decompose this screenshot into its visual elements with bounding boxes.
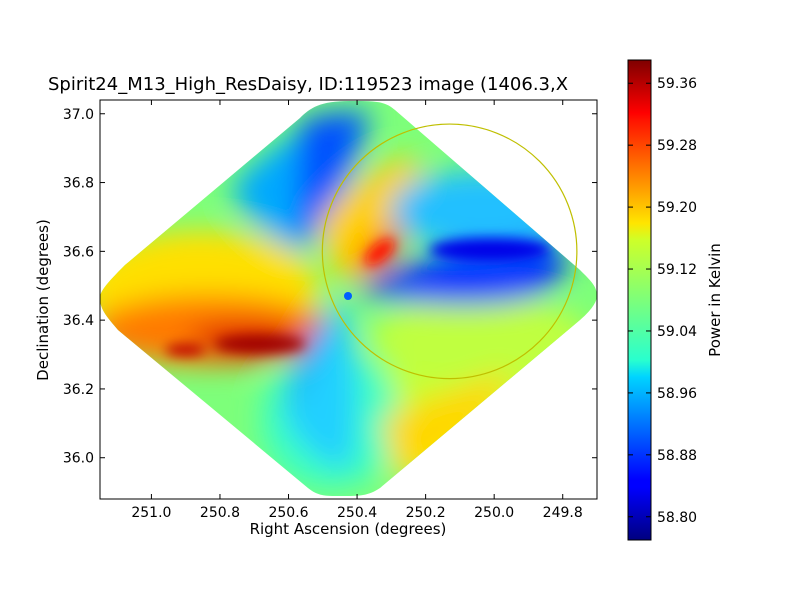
y-tick-label: 37.0 xyxy=(63,107,94,123)
heatmap xyxy=(100,101,597,496)
x-tick-label: 251.0 xyxy=(131,505,171,521)
colorbar-tick-label: 59.12 xyxy=(657,262,697,278)
colorbar-tick-label: 59.28 xyxy=(657,138,697,154)
circle-overlay xyxy=(321,123,578,380)
y-tick-label: 36.6 xyxy=(63,244,94,260)
y-tick-label: 36.8 xyxy=(63,176,94,192)
y-tick-label: 36.2 xyxy=(63,382,94,398)
x-tick-label: 250.2 xyxy=(406,505,446,521)
x-tick-label: 250.8 xyxy=(200,505,240,521)
colorbar-tick-label: 58.96 xyxy=(657,386,697,402)
y-tick-label: 36.4 xyxy=(63,313,94,329)
y-tick-label: 36.0 xyxy=(63,451,94,467)
x-tick-label: 250.0 xyxy=(474,505,514,521)
colorbar-axis: 58.80 58.88 58.96 59.04 59.12 59.20 59.28 59.36 xyxy=(628,76,697,526)
colorbar-tick-label: 58.80 xyxy=(657,510,697,526)
y-axis: 36.0 36.2 36.4 36.6 36.8 37.0 xyxy=(63,107,597,467)
x-tick-label: 250.4 xyxy=(337,505,377,521)
plot-frame xyxy=(99,99,598,500)
x-axis: 251.0 250.8 250.6 250.4 250.2 250.0 249.8 xyxy=(131,100,583,521)
colorbar-label: Power in Kelvin xyxy=(706,243,724,357)
colorbar-tick-label: 59.04 xyxy=(657,324,697,340)
x-tick-label: 250.6 xyxy=(268,505,308,521)
colorbar-tick-label: 59.36 xyxy=(657,76,697,92)
x-axis-label: Right Ascension (degrees) xyxy=(250,520,447,538)
y-axis-label: Declination (degrees) xyxy=(34,219,52,381)
colorbar-tick-label: 58.88 xyxy=(657,448,697,464)
colorbar xyxy=(627,59,652,541)
x-tick-label: 249.8 xyxy=(543,505,583,521)
colorbar-tick-label: 59.20 xyxy=(657,200,697,216)
chart-title: Spirit24_M13_High_ResDaisy, ID:119523 im… xyxy=(48,74,569,95)
